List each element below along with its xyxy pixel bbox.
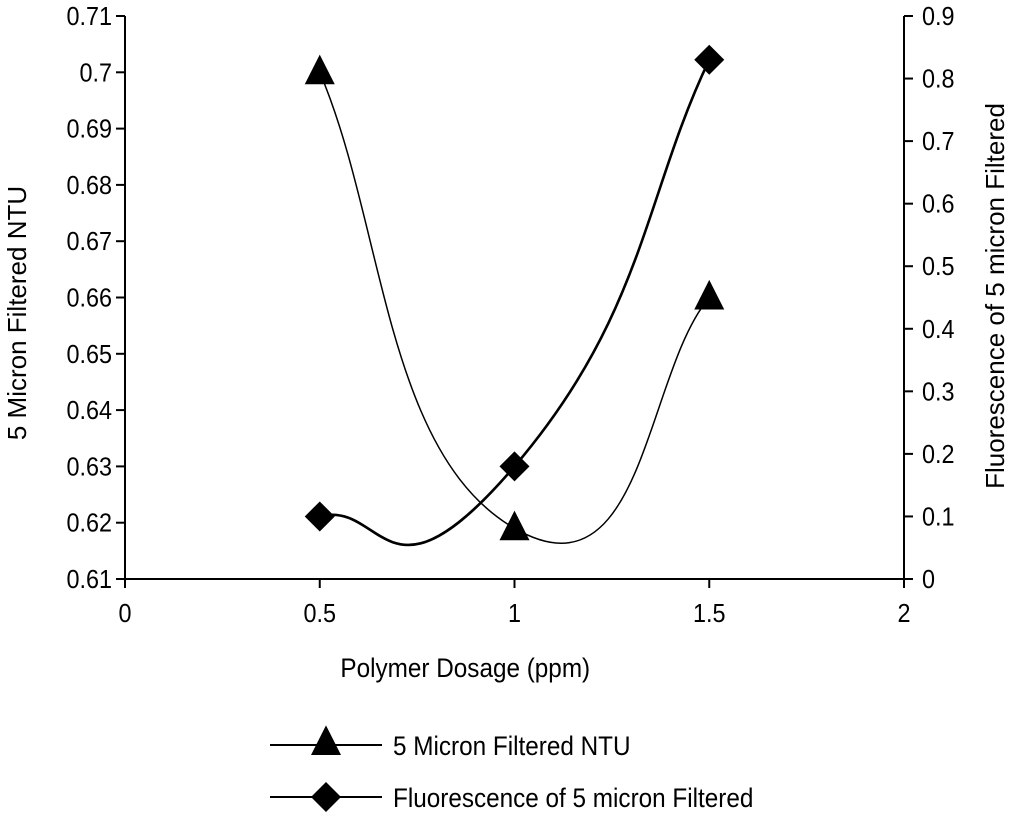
legend: 5 Micron Filtered NTU Fluorescence of 5 m…: [270, 725, 753, 813]
y-left-tick-label: 0.7: [79, 59, 112, 87]
data-point-triangle: [694, 279, 725, 310]
y-right-tick-label: 0.1: [922, 503, 955, 531]
series-2: [304, 44, 725, 547]
y-right-tick-label: 0.5: [922, 253, 955, 281]
x-tick-label: 1: [508, 600, 521, 628]
y-left-tick-label: 0.61: [66, 566, 112, 594]
data-point-triangle: [499, 510, 530, 541]
y-left-tick-label: 0.64: [66, 397, 112, 425]
data-point-diamond: [304, 501, 335, 532]
y-left-tick-label: 0.67: [66, 228, 112, 256]
y-left-tick-label: 0.69: [66, 116, 112, 144]
y-right-tick-label: 0.3: [922, 378, 955, 406]
y-right-tick-label: 0.6: [922, 191, 955, 219]
axes: [124, 16, 905, 580]
x-tick-label: 1.5: [693, 600, 726, 628]
y-right-tick-label: 0.8: [922, 65, 955, 93]
y-right-tick-label: 0.9: [922, 3, 955, 31]
y-left-tick-label: 0.62: [66, 510, 112, 538]
series-1: [304, 54, 725, 544]
y-left-tick-label: 0.66: [66, 284, 112, 312]
y-left-tick-label: 0.68: [66, 172, 112, 200]
y-right-tick-label: 0.2: [922, 441, 955, 469]
data-point-triangle: [304, 54, 335, 85]
y-left-tick-label: 0.63: [66, 453, 112, 481]
data-point-diamond: [694, 44, 725, 75]
y-right-tick-label: 0.7: [922, 128, 955, 156]
y-axis-label-left: 5 Micron Filtered NTU: [2, 186, 32, 440]
x-tick-label: 2: [897, 600, 910, 628]
data-point-diamond: [499, 451, 530, 482]
legend-marker-diamond: [311, 782, 341, 812]
legend-label: 5 Micron Filtered NTU: [393, 732, 631, 761]
legend-label: Fluorescence of 5 micron Filtered: [393, 784, 753, 813]
series-layer: [304, 44, 725, 547]
y-axis-label-right: Fluorescence of 5 micron Filtered: [980, 103, 1010, 489]
x-tick-label: 0: [118, 600, 131, 628]
y-right-tick-label: 0: [922, 566, 935, 594]
y-right-tick-label: 0.4: [922, 316, 955, 344]
x-tick-label: 0.5: [303, 600, 336, 628]
y-left-tick-label: 0.65: [66, 341, 112, 369]
x-axis-label: Polymer Dosage (ppm): [340, 654, 590, 683]
ticks: 0.610.620.630.640.650.660.670.680.690.70…: [66, 3, 954, 628]
y-left-tick-label: 0.71: [66, 3, 112, 31]
legend-marker-triangle: [311, 725, 341, 755]
